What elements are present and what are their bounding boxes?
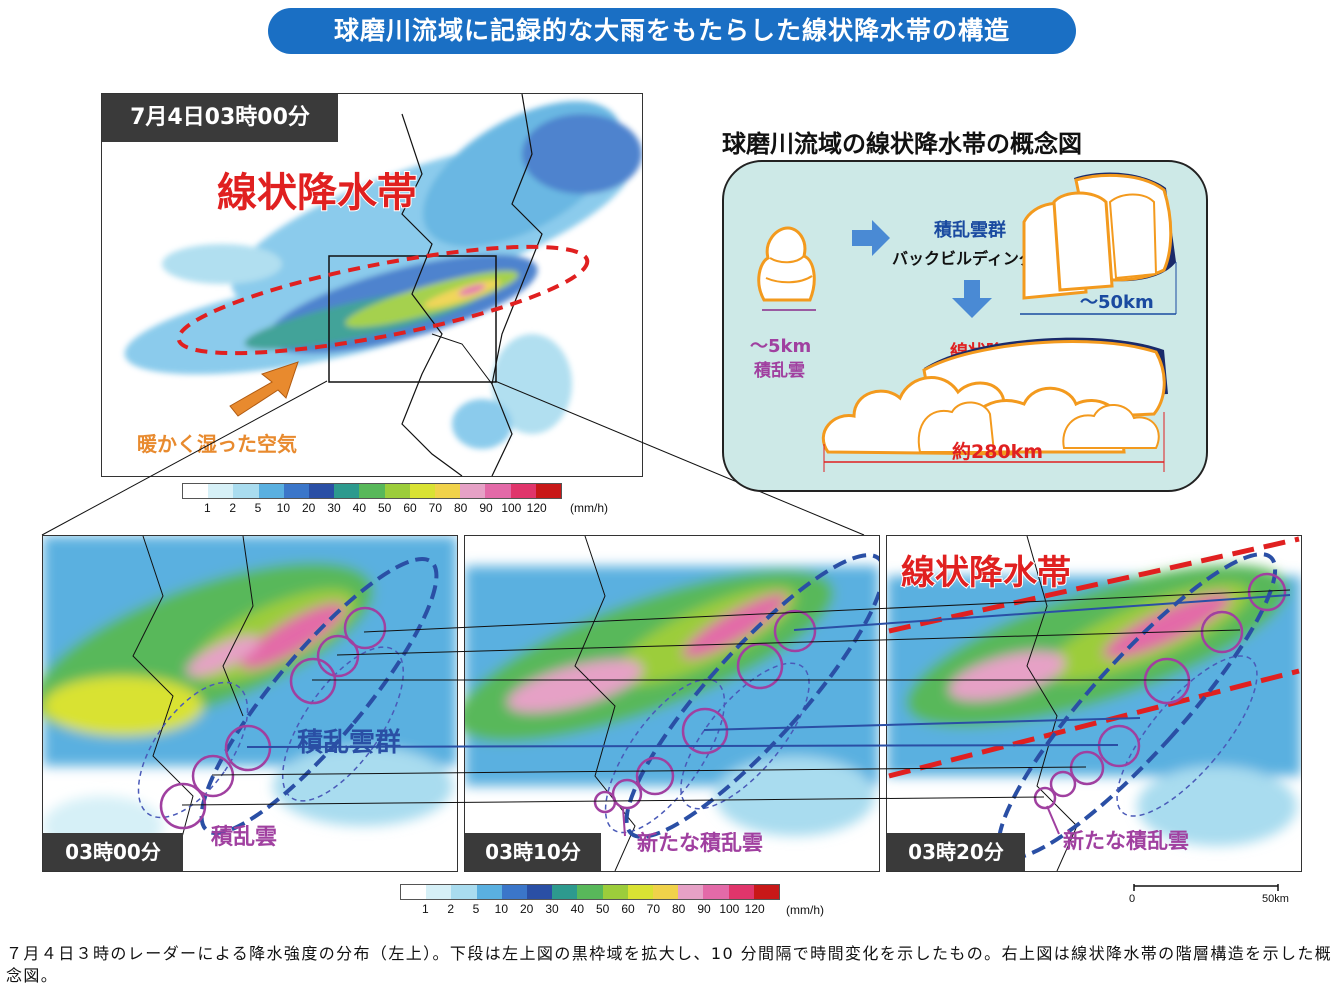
colorbar-tick-label: 5 (472, 902, 480, 916)
colorbar-swatch (309, 484, 335, 498)
scale-start: 0 (1129, 893, 1136, 905)
colorbar-tick-label: 30 (545, 902, 559, 916)
band-label: 線状降水帯 (217, 170, 417, 216)
colorbar-swatch (753, 885, 780, 899)
scale-bar: 0 50km (1129, 884, 1289, 906)
colorbar-swatch (703, 885, 729, 899)
colorbar-tick-label: 90 (697, 902, 711, 916)
down-arrow-icon (952, 280, 992, 318)
colorbar-swatch (728, 885, 754, 899)
colorbar-tick-label: 40 (570, 902, 585, 916)
right-arrow-icon (852, 220, 890, 256)
colorbar-tick-label: 1 (421, 902, 429, 916)
colorbar-tick-label: 60 (621, 902, 635, 916)
size-large: 約280km (952, 440, 1043, 463)
cluster-label: 積乱雲群 (933, 219, 1006, 241)
colorbar-swatch (409, 484, 436, 498)
bottom-colorbar: 1 2 5 10 20 30 40 50 60 70 80 90 100 120 (400, 884, 780, 916)
colorbar-tick-label: 10 (276, 501, 291, 515)
colorbar-swatch (535, 484, 562, 498)
cell-label-0300: 積乱雲 (211, 825, 277, 850)
colorbar-tick-label: 70 (428, 501, 443, 515)
colorbar-tick-label: 80 (671, 902, 686, 916)
scale-end: 50km (1262, 893, 1289, 905)
colorbar-swatch (653, 885, 679, 899)
colorbar-tick-label: 5 (254, 501, 262, 515)
colorbar-tick-label: 2 (447, 902, 454, 916)
colorbar-swatch (401, 885, 427, 899)
figure-title: 球磨川流域に記録的な大雨をもたらした線状降水帯の構造 (268, 8, 1076, 54)
colorbar-swatch (208, 484, 234, 498)
bottom-panel-0300: 積乱雲群 積乱雲 03時00分 (42, 535, 458, 872)
size-mid: ～50km (1080, 292, 1154, 313)
top-radar-map: 線状降水帯 暖かく湿った空気 7月4日03時00分 (101, 93, 643, 477)
colorbar-swatch (501, 885, 528, 899)
top-time-badge: 7月4日03時00分 (102, 94, 338, 142)
colorbar-swatch (183, 484, 209, 498)
air-label: 暖かく湿った空気 (137, 432, 297, 456)
colorbar-swatch (678, 885, 704, 899)
colorbar-tick-label: 50 (595, 902, 610, 916)
colorbar-tick-label: 100 (501, 501, 522, 515)
colorbar-swatch (233, 484, 259, 498)
colorbar-swatch (460, 484, 486, 498)
time-badge-0310: 03時10分 (465, 833, 601, 871)
colorbar-swatch (476, 885, 502, 899)
colorbar-swatch (510, 484, 536, 498)
figure-caption: ７月４日３時のレーダーによる降水強度の分布（左上）。下段は左上図の黒枠域を拡大し… (6, 944, 1333, 985)
colorbar-swatch (435, 484, 461, 498)
colorbar-tick-label: 2 (229, 501, 236, 515)
colorbar-tick-label: 120 (526, 501, 547, 515)
colorbar-tick-label: 80 (453, 501, 468, 515)
single-cell-icon (757, 226, 816, 302)
colorbar-swatch (577, 885, 603, 899)
colorbar-tick-label: 70 (646, 902, 661, 916)
colorbar-tick-label: 90 (479, 501, 493, 515)
colorbar-swatch (627, 885, 654, 899)
moist-air-arrow-icon (229, 361, 299, 417)
colorbar-swatch (359, 484, 385, 498)
colorbar-swatch (426, 885, 452, 899)
cell-cluster-icon (1022, 172, 1176, 300)
colorbar-tick-label: 40 (352, 501, 367, 515)
colorbar-tick-label: 120 (744, 902, 765, 916)
new-cell-label-0310: 新たな積乱雲 (637, 831, 763, 855)
colorbar-swatch (552, 885, 578, 899)
colorbar-swatch (527, 885, 553, 899)
concept-diagram: ～5km 積乱雲 積乱雲群 バックビルディング型 ～50km 線状降水帯 (722, 160, 1208, 492)
concept-title: 球磨川流域の線状降水帯の概念図 (722, 130, 1082, 158)
colorbar-swatch (384, 484, 410, 498)
colorbar-tick-label: 50 (377, 501, 392, 515)
bottom-panel-0320: 線状降水帯 新たな積乱雲 03時20分 (886, 535, 1302, 872)
colorbar-swatch (258, 484, 284, 498)
colorbar-swatch (485, 484, 511, 498)
time-badge-0320: 03時20分 (887, 833, 1025, 871)
colorbar-tick-label: 20 (301, 501, 316, 515)
band-outline (176, 244, 590, 356)
colorbar-tick-label: 60 (403, 501, 417, 515)
band-cells-icon (821, 337, 1168, 456)
top-colorbar: 1 2 5 10 20 30 40 50 60 70 80 90 100 120 (182, 483, 562, 515)
colorbar-tick-label: 10 (494, 902, 509, 916)
new-cell-label-0320: 新たな積乱雲 (1063, 829, 1189, 853)
colorbar-tick-label: 20 (519, 902, 534, 916)
cluster-label-0300: 積乱雲群 (297, 728, 401, 758)
bottom-panel-0310: 新たな積乱雲 03時10分 (464, 535, 880, 872)
top-colorbar-unit: (mm/h) (570, 501, 608, 515)
colorbar-swatch (451, 885, 477, 899)
size-small: ～5km (750, 336, 811, 357)
colorbar-tick-label: 1 (203, 501, 211, 515)
band-label-0320: 線状降水帯 (901, 553, 1071, 593)
bottom-colorbar-unit: (mm/h) (786, 903, 824, 917)
colorbar-swatch (283, 484, 310, 498)
colorbar-swatch (602, 885, 628, 899)
colorbar-swatch (334, 484, 360, 498)
cell-label: 積乱雲 (754, 360, 805, 381)
time-badge-0300: 03時00分 (43, 833, 183, 871)
backbuilding-label: バックビルディング型 (892, 249, 1051, 268)
colorbar-tick-label: 100 (719, 902, 740, 916)
colorbar-tick-label: 30 (327, 501, 341, 515)
